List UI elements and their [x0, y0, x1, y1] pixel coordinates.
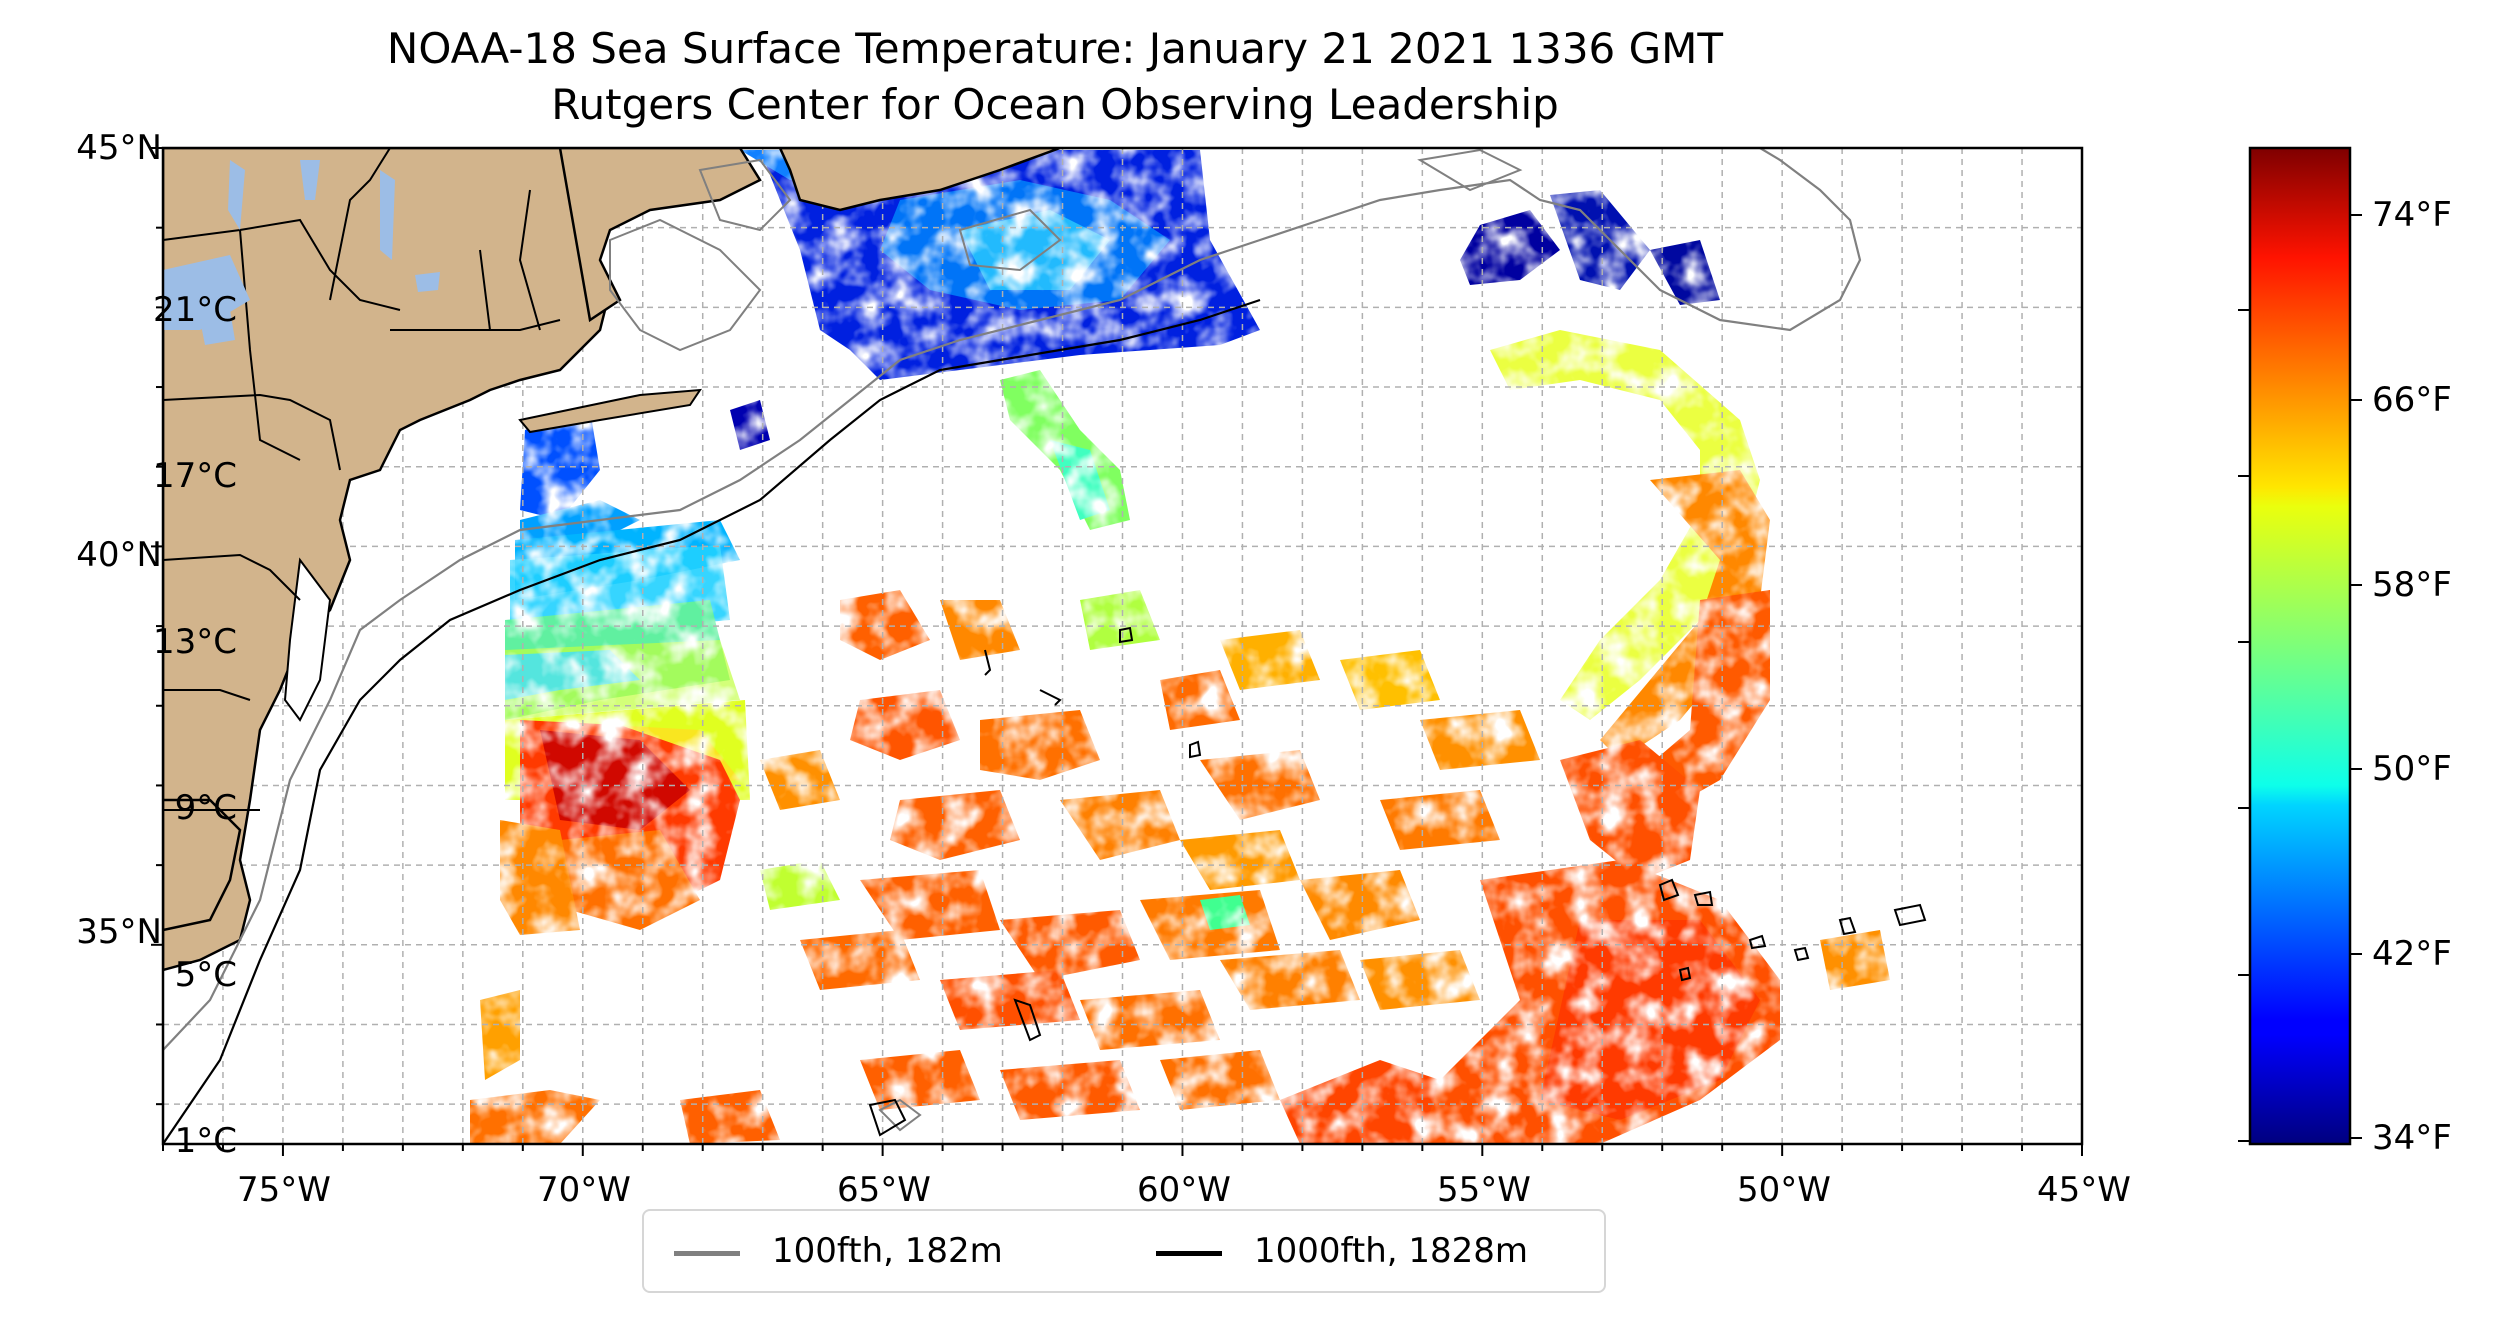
lat-tick-label: 35°N	[76, 912, 162, 952]
colorbar-celsius-label: 17°C	[152, 456, 237, 496]
figure-subtitle: Rutgers Center for Ocean Observing Leade…	[551, 80, 1559, 129]
lon-tick-label: 65°W	[837, 1170, 931, 1210]
lon-tick-label: 75°W	[237, 1170, 331, 1210]
colorbar-fahrenheit-label: 66°F	[2372, 380, 2452, 420]
colorbar-celsius-label: 13°C	[152, 622, 237, 662]
colorbar-fahrenheit-label: 42°F	[2372, 934, 2452, 974]
lon-tick-label: 45°W	[2037, 1170, 2131, 1210]
lon-tick-label: 50°W	[1737, 1170, 1831, 1210]
colorbar-celsius-label: 5°C	[174, 955, 237, 995]
legend-label-100fth: 100fth, 182m	[772, 1231, 1003, 1271]
lon-tick-label: 55°W	[1437, 1170, 1531, 1210]
isobath-1000fth	[163, 298, 1927, 1144]
lon-tick-label: 70°W	[537, 1170, 631, 1210]
isobath-100fth	[163, 148, 1862, 1132]
land-north-america	[163, 148, 1061, 972]
lon-tick-label: 60°W	[1137, 1170, 1231, 1210]
colorbar-celsius-label: 21°C	[152, 290, 237, 330]
colorbar-ticks	[2238, 214, 2362, 1142]
colorbar-celsius-label: 1°C	[174, 1121, 237, 1161]
colorbar-fahrenheit-label: 34°F	[2372, 1118, 2452, 1158]
legend-label-1000fth: 1000fth, 1828m	[1254, 1231, 1529, 1271]
legend-swatch-100fth	[674, 1251, 740, 1256]
colorbar-fahrenheit-label: 50°F	[2372, 749, 2452, 789]
figure-title: NOAA-18 Sea Surface Temperature: January…	[386, 24, 1724, 73]
legend-swatch-1000fth	[1156, 1251, 1222, 1256]
gridlines	[163, 148, 2082, 1144]
map-area	[163, 148, 2082, 1144]
lat-tick-label: 45°N	[76, 128, 162, 168]
axis-ticks	[151, 147, 2083, 1156]
colorbar	[2248, 146, 2352, 1146]
lat-tick-label: 40°N	[76, 535, 162, 575]
colorbar-fahrenheit-label: 74°F	[2372, 195, 2452, 235]
colorbar-fahrenheit-label: 58°F	[2372, 565, 2452, 605]
colorbar-celsius-label: 9°C	[174, 788, 237, 828]
isobath-legend: 100fth, 182m 1000fth, 1828m	[642, 1209, 1606, 1293]
